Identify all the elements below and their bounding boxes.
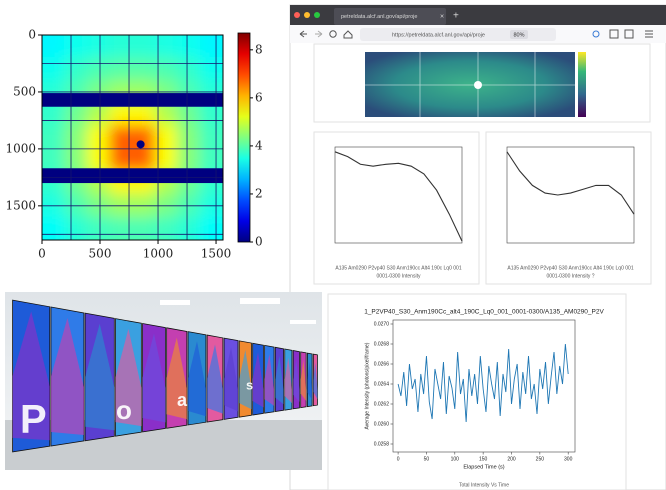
tab-close[interactable]: × bbox=[440, 13, 444, 20]
x-tick-label: 0 bbox=[397, 456, 400, 462]
chart-title: 1_P2VP40_S30_Anm190Cc_alt4_190C_Lq0_001_… bbox=[364, 309, 604, 316]
colorbar-tick-label: 2 bbox=[255, 186, 263, 200]
thumbnail-image bbox=[365, 52, 575, 117]
y-tick-label: 0.0266 bbox=[374, 361, 390, 367]
y-tick-label: 0.0268 bbox=[374, 341, 390, 347]
card bbox=[328, 294, 626, 490]
chart-caption: A135 Am0290 P2vp40 S30 Anm190cc Alt4 190… bbox=[335, 265, 461, 271]
card bbox=[486, 132, 651, 284]
close-button[interactable] bbox=[294, 12, 300, 18]
y-tick-label: 0.0264 bbox=[374, 381, 390, 387]
x-tick-label: 0 bbox=[38, 247, 46, 261]
heatmap-cell bbox=[132, 57, 156, 81]
x-tick-label: 500 bbox=[89, 247, 112, 261]
chart-caption: 0001-0300 Intensity ? bbox=[546, 273, 594, 279]
y-tick-label: 1500 bbox=[5, 198, 36, 212]
zoom-level: 80% bbox=[513, 32, 524, 38]
heatmap-cell bbox=[17, 57, 66, 81]
y-tick-label: 0.0258 bbox=[374, 441, 390, 447]
x-tick-label: 100 bbox=[451, 456, 460, 462]
thumbnail-colorbar bbox=[578, 52, 586, 117]
heatmap-cell bbox=[64, 217, 88, 266]
y-tick-label: 0.0260 bbox=[374, 421, 390, 427]
mask-band bbox=[42, 93, 223, 107]
colorbar bbox=[238, 33, 250, 242]
y-tick-label: 0 bbox=[28, 28, 36, 42]
url-text: https://petreldata.alcf.anl.gov/api/proj… bbox=[392, 32, 485, 38]
x-tick-label: 300 bbox=[564, 456, 573, 462]
colorbar-tick-label: 4 bbox=[255, 138, 263, 152]
heatmap-cell bbox=[87, 57, 111, 81]
ceiling-light bbox=[160, 300, 190, 305]
maximize-button[interactable] bbox=[314, 12, 320, 18]
heatmap-cell bbox=[132, 10, 156, 59]
heatmap-cell bbox=[87, 126, 111, 150]
x-tick-label: 150 bbox=[479, 456, 488, 462]
heatmap-cell bbox=[177, 57, 201, 81]
minimize-button[interactable] bbox=[304, 12, 310, 18]
y-tick-label: 500 bbox=[13, 84, 36, 98]
heatmap-cell bbox=[109, 57, 133, 81]
ceiling-light bbox=[290, 320, 316, 324]
cabinet-letter: a bbox=[177, 390, 188, 410]
x-axis-label: Elapsed Time (s) bbox=[463, 464, 504, 470]
x-tick-label: 1500 bbox=[201, 247, 232, 261]
heatmap-cell bbox=[64, 10, 88, 59]
photo: Po a s bbox=[5, 292, 322, 470]
heatmap-cell bbox=[87, 10, 111, 59]
heatmap-cell bbox=[64, 57, 88, 81]
x-tick-label: 200 bbox=[507, 456, 516, 462]
tab-title: petreldata.alcf.anl.gov/api/proje bbox=[341, 14, 417, 20]
ceiling-light bbox=[240, 298, 280, 304]
colorbar-tick-label: 6 bbox=[255, 90, 263, 104]
heatmap-cell bbox=[177, 126, 201, 150]
chart-caption: 0001-0300 Intensity bbox=[377, 273, 421, 279]
x-tick-label: 250 bbox=[536, 456, 545, 462]
chart-caption: A135 Am0290 P2vp40 S30 Anm190cc Alt4 190… bbox=[507, 265, 633, 271]
heatmap-cell bbox=[17, 10, 66, 59]
card bbox=[314, 132, 479, 284]
heatmap-cell bbox=[109, 217, 133, 266]
new-tab[interactable]: + bbox=[453, 11, 459, 22]
cabinet-letter: s bbox=[246, 377, 253, 392]
y-tick-label: 0.0270 bbox=[374, 321, 390, 327]
heatmap-image bbox=[17, 10, 249, 266]
chart-caption: Total Intensity Vs Time bbox=[459, 482, 509, 488]
heatmap-cell bbox=[64, 126, 88, 150]
colorbar-tick-label: 8 bbox=[255, 42, 263, 56]
mask-band bbox=[42, 168, 223, 183]
x-tick-label: 1000 bbox=[143, 247, 174, 261]
x-tick-label: 50 bbox=[424, 456, 430, 462]
browser-window: petreldata.alcf.anl.gov/api/proje × + ht… bbox=[290, 5, 666, 490]
beam-stop bbox=[137, 140, 145, 148]
thumbnail-beamstop bbox=[474, 81, 482, 89]
y-tick-label: 1000 bbox=[5, 141, 36, 155]
heatmap-cell bbox=[177, 217, 201, 266]
colorbar-tick-label: 0 bbox=[255, 235, 263, 249]
cabinet-letter: o bbox=[116, 395, 132, 425]
figure: petreldata.alcf.anl.gov/api/proje × + ht… bbox=[0, 0, 666, 490]
y-tick-label: 0.0262 bbox=[374, 401, 390, 407]
heatmap-cell bbox=[109, 10, 133, 59]
heatmap-cells bbox=[17, 10, 249, 266]
cabinet-letter: P bbox=[20, 398, 47, 442]
page: {"chart_data": [ {"type": "heatmap", "co… bbox=[0, 0, 666, 490]
heatmap-cell bbox=[109, 126, 133, 150]
y-axis-label: Average Intensity (photons/pixel/frame) bbox=[364, 342, 370, 429]
heatmap-cell bbox=[177, 10, 201, 59]
